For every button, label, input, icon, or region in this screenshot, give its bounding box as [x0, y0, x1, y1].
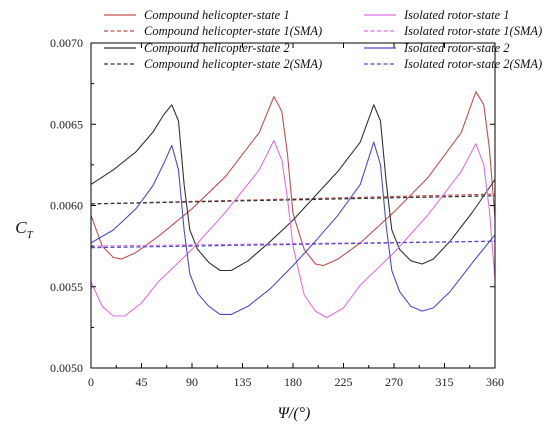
legend-label: Compound helicopter-state 1 — [144, 8, 290, 22]
legend-label: Compound helicopter-state 1(SMA) — [144, 24, 322, 38]
y-tick-label: 0.0055 — [50, 280, 83, 294]
legend-label: Compound helicopter-state 2 — [144, 41, 290, 55]
x-tick-label: 90 — [186, 375, 198, 389]
series-line-compound-helicopter-state-2-sma — [90, 195, 496, 205]
plot-frame — [90, 42, 496, 369]
x-tick-label: 180 — [284, 375, 302, 389]
x-axis-title: Ψ/(°) — [278, 405, 311, 422]
series-line-isolated-rotor-state-2 — [90, 141, 496, 315]
legend-label: Isolated rotor-state 2 — [403, 41, 510, 55]
legend-label: Isolated rotor-state 1 — [403, 8, 510, 22]
y-axis-title-main: C — [15, 218, 27, 237]
legend-label: Compound helicopter-state 2(SMA) — [144, 57, 322, 71]
x-tick-label: 135 — [234, 375, 252, 389]
series-line-compound-helicopter-state-1 — [90, 91, 496, 267]
x-tick-label: 360 — [486, 375, 504, 389]
series-line-isolated-rotor-state-1 — [90, 139, 496, 319]
legend-label: Isolated rotor-state 1(SMA) — [403, 24, 542, 38]
axes-layer: 0 45 90 135 180 225 270 315 360 0.0050 0.0055 0.006… — [50, 36, 504, 389]
x-tick-label: 45 — [136, 375, 148, 389]
series-layer — [90, 91, 496, 319]
y-tick-label: 0.0070 — [50, 36, 83, 50]
legend: Compound helicopter-state 1 Compound heli… — [104, 8, 542, 71]
svg-text:CT: CT — [15, 218, 33, 241]
y-tick-label: 0.0060 — [50, 199, 83, 213]
x-tick-label: 315 — [436, 375, 454, 389]
series-line-compound-helicopter-state-2 — [90, 104, 496, 272]
y-tick-label: 0.0050 — [50, 361, 83, 375]
x-tick-label: 270 — [385, 375, 403, 389]
y-axis-title: CT — [15, 218, 33, 241]
y-tick-label: 0.0065 — [50, 117, 83, 131]
legend-label: Isolated rotor-state 2(SMA) — [403, 57, 542, 71]
x-tick-label: 225 — [335, 375, 353, 389]
series-line-isolated-rotor-state-1-sma — [90, 240, 496, 247]
y-axis-title-sub: T — [27, 229, 34, 241]
x-tick-label: 0 — [88, 375, 94, 389]
series-line-isolated-rotor-state-2-sma — [90, 240, 496, 249]
